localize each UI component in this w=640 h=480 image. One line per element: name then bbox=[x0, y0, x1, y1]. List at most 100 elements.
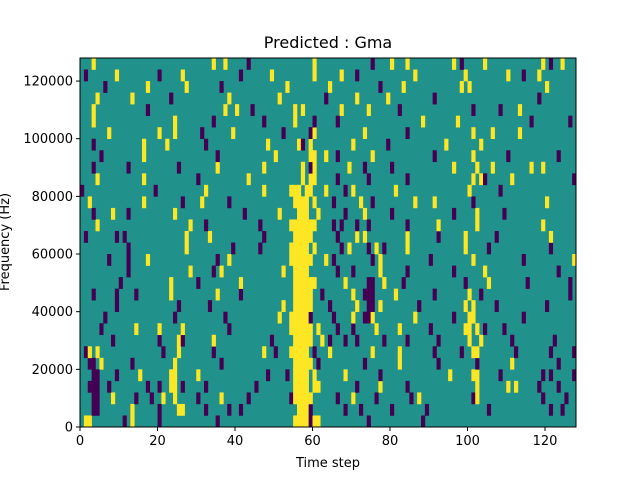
heatmap-cell-252 bbox=[479, 288, 484, 301]
heatmap-cell-324 bbox=[463, 242, 468, 255]
heatmap-cell-131 bbox=[211, 346, 216, 359]
heatmap-cell-19 bbox=[176, 403, 182, 416]
heatmap-cell-242 bbox=[304, 288, 309, 301]
x-tick-label: 0 bbox=[76, 434, 84, 449]
heatmap-cell-6 bbox=[293, 415, 298, 428]
heatmap-cell-370 bbox=[277, 207, 282, 220]
heatmap-cell-151 bbox=[157, 334, 162, 347]
heatmap-cell-419 bbox=[312, 173, 317, 186]
heatmap-cell-304 bbox=[428, 254, 433, 266]
heatmap-cell-279 bbox=[297, 265, 302, 278]
heatmap-cell-394 bbox=[413, 196, 418, 209]
x-tick-label: 20 bbox=[149, 434, 166, 449]
heatmap-cell-156 bbox=[293, 334, 298, 347]
heatmap-cell-361 bbox=[405, 219, 410, 232]
heatmap-cell-204 bbox=[331, 311, 337, 324]
heatmap-cell-72 bbox=[297, 380, 302, 393]
heatmap-cell-34 bbox=[560, 403, 565, 416]
heatmap-cell-386 bbox=[293, 196, 298, 209]
heatmap-cell-403 bbox=[293, 184, 298, 197]
heatmap-cell-365 bbox=[91, 207, 96, 220]
heatmap-cell-516 bbox=[103, 81, 108, 93]
heatmap-cell-551 bbox=[483, 58, 488, 70]
heatmap-cell-196 bbox=[223, 311, 228, 324]
heatmap-cell-193 bbox=[502, 323, 507, 336]
heatmap-cell-96 bbox=[300, 369, 306, 382]
heatmap-cell-12 bbox=[316, 415, 321, 428]
heatmap-cell-231 bbox=[494, 300, 499, 312]
heatmap-cell-311 bbox=[258, 242, 263, 255]
heatmap-cell-425 bbox=[483, 173, 488, 186]
heatmap-cell-212 bbox=[471, 311, 476, 324]
heatmap-cell-13 bbox=[366, 415, 371, 428]
heatmap-cell-104 bbox=[498, 369, 503, 382]
heatmap-cell-288 bbox=[556, 265, 561, 278]
heatmap-cell-239 bbox=[293, 288, 298, 301]
heatmap-cell-228 bbox=[417, 300, 422, 312]
heatmap-cell-232 bbox=[545, 300, 550, 312]
heatmap-cell-78 bbox=[378, 380, 383, 393]
heatmap-cell-480 bbox=[490, 127, 495, 140]
heatmap-cell-460 bbox=[204, 138, 209, 151]
heatmap-cell-276 bbox=[219, 265, 224, 278]
heatmap-cell-343 bbox=[463, 230, 468, 243]
heatmap-cell-543 bbox=[223, 58, 228, 70]
heatmap-cell-263 bbox=[312, 277, 317, 289]
heatmap-cell-261 bbox=[304, 277, 309, 289]
heatmap-cell-489 bbox=[421, 115, 426, 128]
heatmap-cell-168 bbox=[467, 334, 472, 347]
heatmap-cell-505 bbox=[517, 104, 523, 116]
heatmap-cell-144 bbox=[459, 346, 464, 359]
heatmap-cell-282 bbox=[335, 265, 340, 278]
heatmap-cell-506 bbox=[95, 92, 100, 105]
heatmap-cell-362 bbox=[436, 219, 441, 232]
heatmap-cell-125 bbox=[556, 357, 561, 370]
heatmap-cell-522 bbox=[378, 81, 383, 93]
heatmap-cell-248 bbox=[370, 288, 375, 301]
heatmap-cell-115 bbox=[297, 357, 302, 370]
heatmap-cell-38 bbox=[134, 392, 139, 405]
heatmap-cell-524 bbox=[459, 81, 464, 93]
heatmap-cell-301 bbox=[331, 254, 337, 266]
heatmap-cell-103 bbox=[475, 369, 480, 382]
heatmap-cell-152 bbox=[176, 334, 182, 347]
heatmap-cell-294 bbox=[289, 254, 294, 266]
heatmap-cell-390 bbox=[312, 196, 317, 209]
heatmap-cell-341 bbox=[405, 230, 410, 243]
heatmap-cell-172 bbox=[99, 323, 104, 336]
heatmap-cell-161 bbox=[320, 334, 325, 347]
heatmap-cell-530 bbox=[180, 69, 185, 82]
y-tick-label: 40000 bbox=[32, 305, 73, 320]
heatmap-cell-482 bbox=[91, 115, 96, 128]
heatmap-cell-3 bbox=[130, 415, 135, 428]
heatmap-cell-77 bbox=[355, 380, 360, 393]
heatmap-cell-413 bbox=[95, 173, 100, 186]
heatmap-cell-312 bbox=[289, 242, 294, 255]
heatmap-cell-0 bbox=[83, 415, 89, 428]
heatmap-cell-65 bbox=[157, 380, 162, 393]
heatmap-cell-297 bbox=[300, 254, 306, 266]
heatmap-cell-328 bbox=[114, 230, 120, 243]
heatmap-cell-493 bbox=[91, 104, 96, 116]
heatmap-cell-529 bbox=[157, 69, 162, 82]
heatmap-cell-339 bbox=[355, 230, 360, 243]
heatmap-cell-393 bbox=[370, 196, 375, 209]
heatmap-cell-293 bbox=[227, 254, 232, 266]
heatmap-cell-321 bbox=[374, 242, 379, 255]
heatmap-cell-105 bbox=[541, 369, 546, 382]
heatmap-cell-47 bbox=[297, 392, 302, 405]
heatmap-cell-410 bbox=[393, 184, 399, 197]
heatmap-cell-138 bbox=[304, 346, 309, 359]
heatmap-cell-71 bbox=[293, 380, 298, 393]
heatmap-cell-216 bbox=[207, 300, 213, 312]
heatmap-cell-392 bbox=[359, 196, 364, 209]
heatmap-cell-2 bbox=[122, 415, 127, 428]
heatmap-cell-462 bbox=[297, 138, 302, 151]
heatmap-cell-532 bbox=[269, 69, 275, 82]
heatmap-cell-302 bbox=[370, 254, 375, 266]
heatmap-cell-269 bbox=[463, 277, 468, 289]
y-tick-label: 60000 bbox=[32, 248, 73, 263]
heatmap-cell-84 bbox=[556, 380, 561, 393]
heatmap-cell-240 bbox=[297, 288, 302, 301]
heatmap-cell-20 bbox=[180, 403, 185, 416]
